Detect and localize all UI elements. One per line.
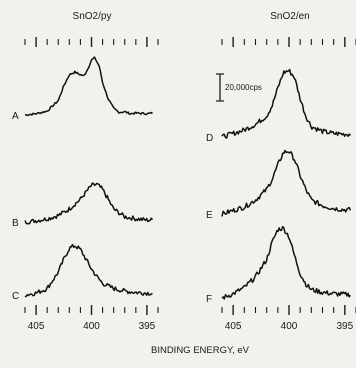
intensity-scale-bar (216, 73, 224, 102)
spectrum-label-B: B (12, 218, 19, 229)
tick-label-left-405: 405 (28, 321, 45, 332)
left-panel-title: SnO2/py (73, 11, 112, 22)
spectrum-label-D: D (206, 133, 213, 144)
spectrum-line-C (24, 243, 153, 298)
spectrum-label-C: C (12, 291, 19, 302)
spectrum-line-B (24, 182, 154, 225)
spectrum-label-F: F (206, 294, 212, 305)
tick-label-right-405: 405 (225, 321, 242, 332)
tick-label-left-395: 395 (139, 321, 156, 332)
scale-bar-label: 20,000cps (225, 83, 262, 92)
spectrum-line-E (221, 149, 352, 217)
tick-label-left-400: 400 (83, 321, 100, 332)
tick-label-right-400: 400 (281, 321, 298, 332)
spectrum-line-A (24, 56, 154, 117)
spectrum-line-F (221, 225, 351, 300)
spectrum-label-A: A (12, 111, 19, 122)
spectrum-line-D (221, 68, 351, 139)
right-panel-title: SnO2/en (270, 11, 309, 22)
x-axis-label: BINDING ENERGY, eV (151, 345, 250, 356)
spectrum-label-E: E (206, 210, 213, 221)
tick-label-right-395: 395 (336, 321, 353, 332)
